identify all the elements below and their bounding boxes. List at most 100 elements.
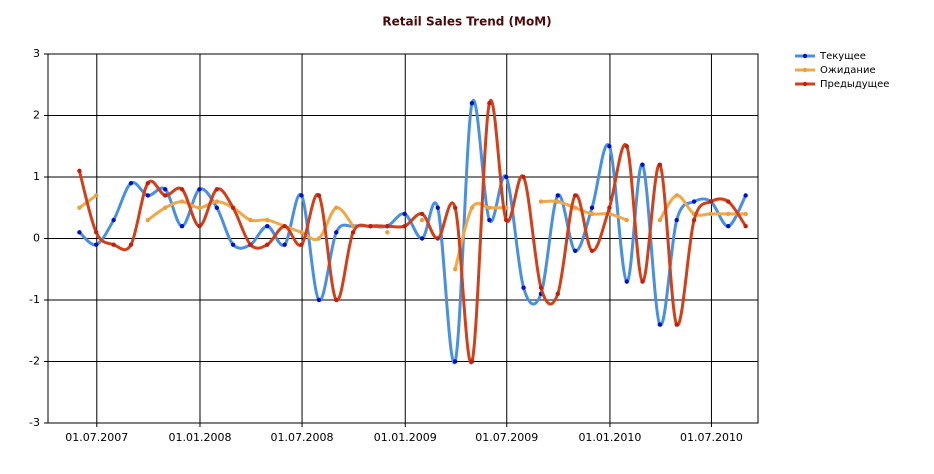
data-point [538,285,544,290]
legend-label: Предыдущее [820,79,889,90]
data-point [674,322,679,327]
y-tick-label: 0 [33,232,40,245]
data-point [640,162,645,167]
x-tick-label: 01.01.2008 [168,431,231,444]
data-point [657,322,663,327]
data-point [555,199,560,204]
data-point [350,224,356,229]
data-point [402,211,407,217]
data-point [452,359,458,364]
data-point [469,205,475,210]
data-point [163,205,168,210]
data-point [419,236,425,241]
data-point [435,205,440,210]
data-point [145,180,151,186]
data-point [589,211,595,217]
data-point [538,199,544,204]
data-point [179,199,185,204]
data-point [657,162,663,167]
plot-border [47,53,759,424]
y-tick-label: -3 [29,416,40,429]
data-point [197,187,202,192]
data-point [214,205,220,210]
data-point [589,248,595,253]
data-point [589,205,595,210]
chart-title: Retail Sales Trend (MoM) [382,15,551,29]
data-point [555,193,560,198]
y-tick-label: 1 [33,170,40,183]
data-point [726,224,731,229]
data-point [624,144,629,149]
data-point [452,267,458,272]
data-point [708,199,714,204]
x-tick-label: 01.07.2009 [475,431,538,444]
legend-marker [802,67,808,73]
y-tick-label: 2 [33,109,40,122]
data-point [214,199,220,204]
data-point [674,217,679,223]
data-point [334,297,339,303]
x-tick-label: 01.01.2009 [374,431,437,444]
data-point [503,174,509,180]
data-point [230,242,236,247]
data-point [230,205,236,210]
data-point [197,224,202,229]
series-line [78,98,748,365]
data-point [299,242,304,247]
data-point [452,205,458,210]
legend-label: Текущее [819,51,866,62]
data-point [265,242,270,247]
data-point [743,211,748,217]
data-point [163,187,168,192]
data-point [299,193,304,198]
data-point [145,193,151,198]
data-point [94,242,99,247]
legend-marker [802,81,808,87]
data-point [179,224,185,229]
data-point [487,217,492,223]
data-point [214,187,220,192]
data-point [640,279,645,284]
data-point [316,236,322,241]
data-point [572,248,578,253]
data-point [77,168,82,174]
y-tick-label: -2 [29,355,40,368]
x-tick-label: 01.07.2010 [680,431,743,444]
data-point [111,242,116,247]
data-point [197,205,202,210]
data-point [691,217,697,223]
data-point [334,230,339,235]
data-point [607,144,612,149]
data-point [265,217,270,223]
data-point [402,224,407,229]
data-point [111,217,116,223]
data-point [743,193,748,198]
legend-marker [802,53,808,59]
data-point [350,230,356,235]
legend-label: Ожидание [820,65,876,76]
data-point [691,199,697,204]
data-point [572,193,578,198]
data-point [248,242,253,247]
data-point [94,193,99,198]
x-tick-label: 01.07.2008 [271,431,334,444]
data-point [419,211,425,217]
data-point [607,205,612,210]
data-point [674,193,679,198]
data-point [316,297,322,303]
data-point [282,224,287,229]
data-point [282,242,287,247]
data-point [708,211,714,217]
data-point [521,174,526,180]
data-point [316,193,322,198]
data-point [299,230,304,235]
data-point [521,285,526,290]
data-point [265,224,270,229]
data-point [248,217,253,223]
data-point [743,224,748,229]
data-point [334,205,339,210]
data-point [555,291,560,297]
data-point [469,359,475,364]
